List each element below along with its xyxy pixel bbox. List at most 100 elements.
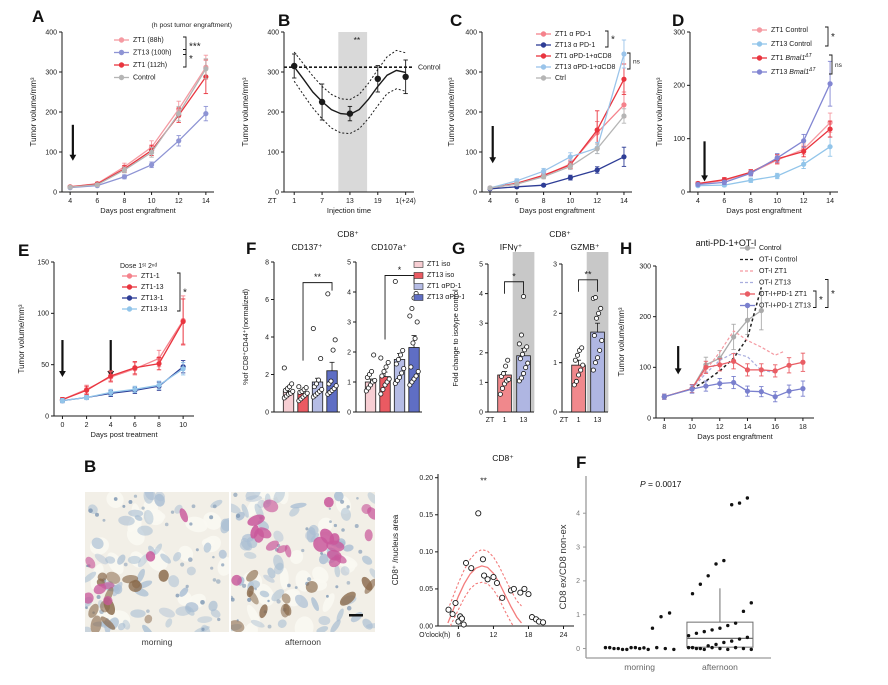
svg-text:200: 200 bbox=[465, 109, 477, 116]
svg-text:6: 6 bbox=[515, 198, 519, 205]
svg-text:Tumor volume/mm³: Tumor volume/mm³ bbox=[617, 307, 626, 376]
svg-text:400: 400 bbox=[267, 29, 279, 36]
chart-cd8-exhaustion-boxplot: 0 1 2 3 4 morning afternoon CD8 ex/CD8 non-ex bbox=[558, 476, 771, 672]
svg-text:ZT1-13: ZT1-13 bbox=[141, 284, 164, 291]
panel-letter: B bbox=[84, 457, 97, 476]
svg-text:O'clock(h): O'clock(h) bbox=[419, 632, 450, 639]
svg-text:Days post engraftment: Days post engraftment bbox=[697, 432, 773, 441]
svg-text:13: 13 bbox=[520, 417, 528, 424]
svg-text:16: 16 bbox=[771, 424, 779, 431]
svg-text:1: 1 bbox=[479, 380, 483, 387]
svg-text:200: 200 bbox=[45, 109, 57, 116]
p-value-symbol: P bbox=[640, 479, 646, 489]
svg-text:8: 8 bbox=[122, 198, 126, 205]
chart-C-anti-pd1-cd8-depletion: 0 100 200 300 400 4 6 8 10 12 14 Days post engraftm… bbox=[447, 29, 641, 215]
svg-text:2: 2 bbox=[553, 311, 557, 318]
panel-F: 0 2 4 6 8 ** 0 1 2 3 4 5 * %of CD8⁺CD44⁺(normalized) Z… bbox=[240, 226, 464, 440]
chart-E-dose-timing: 0 50 100 150 0 2 4 6 8 10 Days post treatment Tumor… bbox=[17, 259, 194, 439]
p-value: P = 0.0017 bbox=[640, 480, 681, 489]
svg-text:4: 4 bbox=[109, 422, 113, 429]
svg-text:7: 7 bbox=[320, 198, 324, 205]
chart-B-injection-time-cosinor: 0 100 200 300 400 1 7 13 19 1(+24) ZT Injection tim… bbox=[241, 29, 441, 215]
svg-text:14: 14 bbox=[202, 198, 210, 205]
svg-text:ZT1 αPD-1+αCD8: ZT1 αPD-1+αCD8 bbox=[555, 53, 612, 60]
svg-text:ZT: ZT bbox=[560, 417, 569, 424]
panel-letter: E bbox=[18, 241, 30, 260]
svg-text:%of CD8⁺CD44⁺(normalized): %of CD8⁺CD44⁺(normalized) bbox=[241, 289, 250, 385]
svg-text:100: 100 bbox=[37, 311, 49, 318]
svg-text:CD8⁺ /nucleus area: CD8⁺ /nucleus area bbox=[391, 514, 400, 585]
panel-A: 0 100 200 300 400 4 6 8 10 12 14 Days post engraftm… bbox=[28, 8, 234, 216]
svg-text:**: ** bbox=[354, 35, 361, 45]
svg-text:0.20: 0.20 bbox=[419, 475, 433, 482]
svg-text:300: 300 bbox=[639, 263, 651, 270]
svg-text:0.10: 0.10 bbox=[419, 549, 433, 556]
panel-letter: F bbox=[576, 453, 587, 472]
svg-text:100: 100 bbox=[639, 365, 651, 372]
svg-text:afternoon: afternoon bbox=[702, 662, 738, 672]
svg-text:*: * bbox=[183, 288, 187, 299]
svg-text:2: 2 bbox=[347, 349, 351, 356]
svg-text:10: 10 bbox=[148, 198, 156, 205]
chart-G-title: CD8⁺ bbox=[549, 229, 571, 239]
chart-A-tumor-growth-engraftment-time: 0 100 200 300 400 4 6 8 10 12 14 Days post engraftm… bbox=[29, 29, 214, 215]
svg-text:12: 12 bbox=[175, 198, 183, 205]
svg-text:100: 100 bbox=[45, 149, 57, 156]
panel-H: 0 100 200 300 8 10 12 14 16 18 Days post engraftme… bbox=[616, 226, 886, 444]
svg-text:*: * bbox=[398, 265, 402, 275]
svg-text:10: 10 bbox=[773, 198, 781, 205]
panel-C: 0 100 200 300 400 4 6 8 10 12 14 Days post engraftm… bbox=[446, 8, 646, 216]
svg-text:13: 13 bbox=[594, 417, 602, 424]
panel-B2: B morning afternoon bbox=[58, 450, 390, 682]
panel-letter: H bbox=[620, 239, 633, 258]
svg-text:0.05: 0.05 bbox=[419, 586, 433, 593]
svg-text:8: 8 bbox=[662, 424, 666, 431]
svg-text:2: 2 bbox=[265, 372, 269, 379]
svg-text:1: 1 bbox=[292, 198, 296, 205]
p-value-number: = 0.0017 bbox=[645, 479, 682, 489]
svg-text:10: 10 bbox=[688, 424, 696, 431]
svg-text:200: 200 bbox=[267, 109, 279, 116]
svg-text:ns: ns bbox=[835, 62, 843, 69]
svg-text:400: 400 bbox=[45, 29, 57, 36]
svg-text:Control: Control bbox=[133, 75, 156, 82]
chart-H-ot1-adoptive-transfer: 0 100 200 300 8 10 12 14 16 18 Days post engraftme… bbox=[617, 245, 835, 441]
svg-text:ZT13 iso: ZT13 iso bbox=[427, 272, 454, 279]
svg-text:8: 8 bbox=[749, 198, 753, 205]
svg-text:0: 0 bbox=[479, 409, 483, 416]
svg-text:5: 5 bbox=[347, 259, 351, 266]
svg-text:ZT13 αPD-1: ZT13 αPD-1 bbox=[427, 294, 464, 301]
svg-text:Tumor volume/mm³: Tumor volume/mm³ bbox=[17, 304, 26, 373]
chart-F-title: CD8⁺ bbox=[337, 229, 359, 239]
svg-text:***: *** bbox=[189, 41, 201, 52]
chart-F-subtitle-cd107a: CD107a⁺ bbox=[371, 242, 407, 252]
svg-text:6: 6 bbox=[456, 632, 460, 639]
svg-text:2: 2 bbox=[85, 422, 89, 429]
svg-text:ZT1 Bmal1ΔT: ZT1 Bmal1ΔT bbox=[771, 53, 813, 62]
histology-images bbox=[85, 492, 375, 632]
svg-text:3: 3 bbox=[553, 261, 557, 268]
svg-text:4: 4 bbox=[347, 289, 351, 296]
chart-F-cd137-cd107a-bars: 0 2 4 6 8 ** 0 1 2 3 4 5 * %of CD8⁺CD44⁺(normalized) Z… bbox=[241, 259, 464, 416]
svg-text:1: 1 bbox=[576, 612, 580, 619]
svg-text:6: 6 bbox=[133, 422, 137, 429]
svg-text:ns: ns bbox=[633, 58, 641, 65]
panel-B: 0 100 200 300 400 1 7 13 19 1(+24) ZT Injection tim… bbox=[240, 8, 446, 216]
svg-text:6: 6 bbox=[722, 198, 726, 205]
svg-text:18: 18 bbox=[525, 632, 533, 639]
svg-text:200: 200 bbox=[673, 83, 685, 90]
svg-text:OT-I ZT1: OT-I ZT1 bbox=[759, 268, 787, 275]
svg-text:OT-I Control: OT-I Control bbox=[759, 257, 798, 264]
svg-text:24: 24 bbox=[560, 632, 568, 639]
svg-text:ZT13-13: ZT13-13 bbox=[141, 306, 168, 313]
svg-text:19: 19 bbox=[374, 198, 382, 205]
svg-text:ZT13 (100h): ZT13 (100h) bbox=[133, 50, 172, 57]
histology-image-morning bbox=[85, 492, 229, 632]
svg-text:13: 13 bbox=[346, 198, 354, 205]
svg-text:Fold change to isotype control: Fold change to isotype control bbox=[451, 289, 460, 387]
svg-text:1: 1 bbox=[577, 417, 581, 424]
svg-text:300: 300 bbox=[45, 69, 57, 76]
svg-text:3: 3 bbox=[347, 319, 351, 326]
svg-text:8: 8 bbox=[265, 259, 269, 266]
